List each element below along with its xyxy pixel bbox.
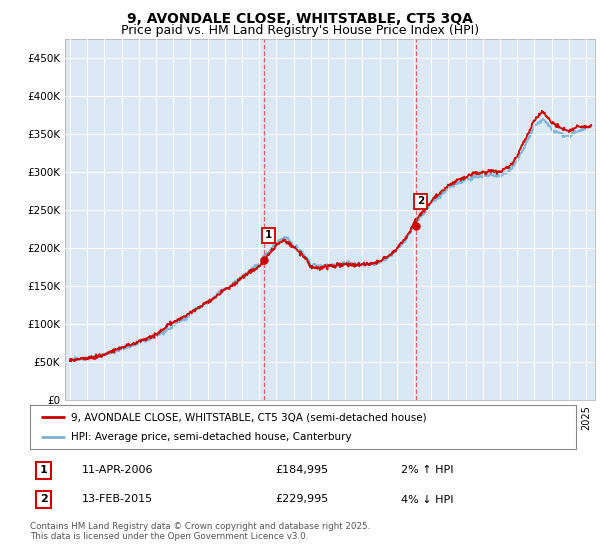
Text: 9, AVONDALE CLOSE, WHITSTABLE, CT5 3QA: 9, AVONDALE CLOSE, WHITSTABLE, CT5 3QA (127, 12, 473, 26)
Text: 1: 1 (265, 230, 272, 240)
Text: £184,995: £184,995 (276, 465, 329, 475)
Text: Price paid vs. HM Land Registry's House Price Index (HPI): Price paid vs. HM Land Registry's House … (121, 24, 479, 36)
Text: 2: 2 (40, 494, 47, 505)
Text: 2: 2 (417, 196, 424, 206)
Text: 4% ↓ HPI: 4% ↓ HPI (401, 494, 454, 505)
Bar (264, 39, 416, 400)
Text: 11-APR-2006: 11-APR-2006 (82, 465, 154, 475)
Text: HPI: Average price, semi-detached house, Canterbury: HPI: Average price, semi-detached house,… (71, 432, 352, 442)
Text: £229,995: £229,995 (276, 494, 329, 505)
Text: 13-FEB-2015: 13-FEB-2015 (82, 494, 153, 505)
Text: 9, AVONDALE CLOSE, WHITSTABLE, CT5 3QA (semi-detached house): 9, AVONDALE CLOSE, WHITSTABLE, CT5 3QA (… (71, 412, 427, 422)
Text: 1: 1 (40, 465, 47, 475)
Text: 2% ↑ HPI: 2% ↑ HPI (401, 465, 454, 475)
Text: Contains HM Land Registry data © Crown copyright and database right 2025.
This d: Contains HM Land Registry data © Crown c… (30, 522, 370, 542)
